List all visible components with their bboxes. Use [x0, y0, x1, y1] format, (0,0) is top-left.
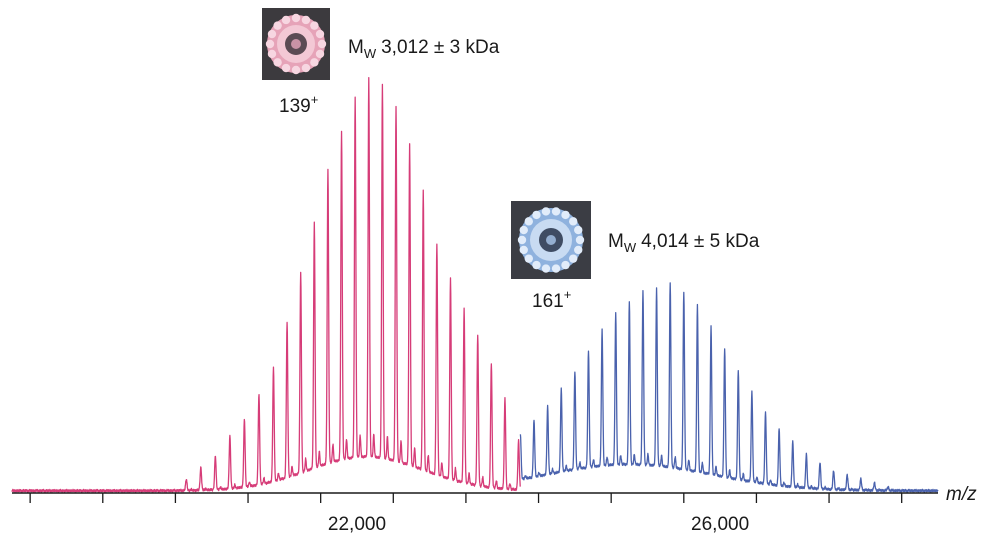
- molecular-weight-label-pink: MW 3,012 ± 3 kDa: [348, 37, 500, 61]
- capsid-spike: [273, 58, 282, 67]
- capsid-spike: [524, 254, 533, 263]
- capsid-spike: [310, 21, 319, 30]
- capsid-spike: [315, 49, 325, 59]
- capsid-spike: [574, 225, 583, 235]
- capsid-spike: [267, 49, 277, 59]
- capsid-spike: [551, 264, 561, 273]
- capsid-spike: [519, 245, 528, 255]
- charge-state-label-blue: 161+: [532, 287, 571, 312]
- x-axis-label: m/z: [946, 484, 977, 505]
- capsid-spike: [569, 254, 578, 263]
- capsid-spike: [575, 235, 585, 245]
- capsid-spike: [281, 15, 291, 25]
- spectrum-series-blue: [519, 282, 939, 493]
- capsid-spike: [265, 39, 275, 49]
- capsid-spike: [541, 264, 551, 273]
- capsid-spike: [273, 21, 282, 30]
- virus-capsid-pink-icon: [262, 8, 330, 80]
- capsid-spike: [317, 39, 327, 49]
- capsid-spike: [301, 15, 311, 25]
- capsid-spike: [561, 260, 570, 270]
- x-tick-label: 22,000: [328, 514, 386, 535]
- capsid-spike: [524, 217, 533, 226]
- capsid-spike: [551, 207, 561, 216]
- capsid-spike: [561, 210, 570, 220]
- capsid-spike: [301, 63, 311, 73]
- capsid-spike: [541, 207, 551, 216]
- capsid-spike: [291, 65, 301, 75]
- virus-capsid-blue-icon: [511, 201, 591, 279]
- capsid-spike: [315, 29, 325, 39]
- capsid-spike: [532, 260, 541, 270]
- capsid-spike: [267, 29, 277, 39]
- capsid-spike: [574, 245, 583, 255]
- x-tick-label: 26,000: [691, 514, 749, 535]
- charge-state-label-pink: 139+: [279, 92, 318, 117]
- molecular-weight-label-blue: MW 4,014 ± 5 kDa: [608, 231, 760, 255]
- capsid-spike: [569, 217, 578, 226]
- x-axis-ticks: [29, 493, 903, 503]
- capsid-spike: [310, 58, 319, 67]
- capsid-spike: [532, 210, 541, 220]
- capsid-spike: [519, 225, 528, 235]
- capsid-spike: [281, 63, 291, 73]
- capsid-spike: [517, 235, 527, 245]
- capsid-spike: [291, 13, 301, 23]
- spectrum-series-pink: [11, 77, 521, 493]
- spectrum-curves: [11, 77, 939, 493]
- x-axis-tick-labels: 22,000 26,000: [328, 514, 749, 535]
